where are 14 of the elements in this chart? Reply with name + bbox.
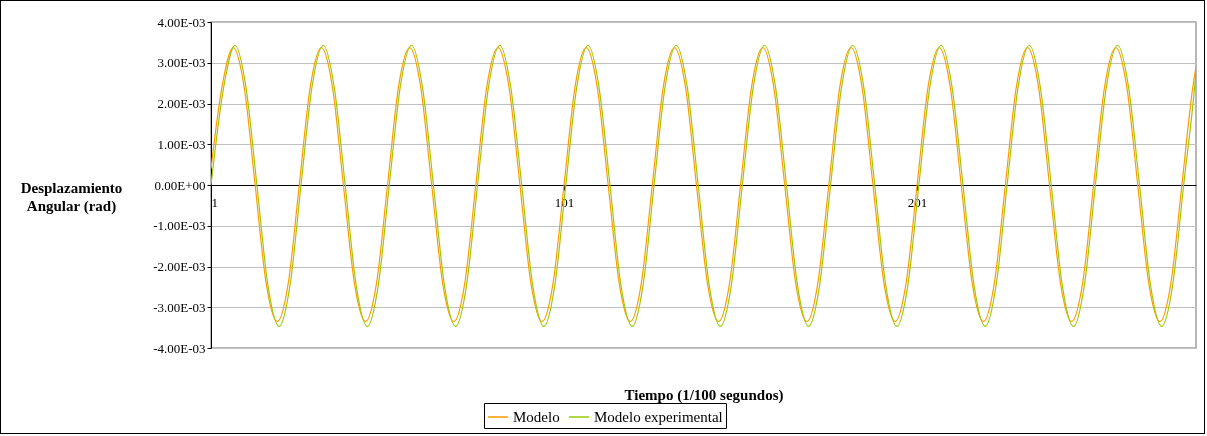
x-tick-label: 1 — [211, 194, 218, 210]
y-tick-label: 2.00E-03 — [157, 96, 206, 111]
legend-label: Modelo experimental — [594, 409, 723, 425]
x-axis-title: Tiempo (1/100 segundos) — [624, 386, 784, 404]
y-tick-label: 4.00E-03 — [157, 14, 206, 30]
y-tick-label: 3.00E-03 — [157, 55, 206, 71]
legend-label: Modelo — [513, 409, 560, 425]
y-tick-label: -2.00E-03 — [153, 259, 206, 274]
y-tick-label: 1.00E-03 — [157, 136, 206, 152]
y-tick-label: -4.00E-03 — [153, 340, 206, 356]
y-tick-label: -3.00E-03 — [153, 299, 206, 315]
y-tick-label: -1.00E-03 — [153, 218, 206, 234]
y-axis-title: Desplazamiento Angular (rad) — [20, 179, 123, 215]
y-tick-label: 0.00E+00 — [154, 177, 206, 193]
